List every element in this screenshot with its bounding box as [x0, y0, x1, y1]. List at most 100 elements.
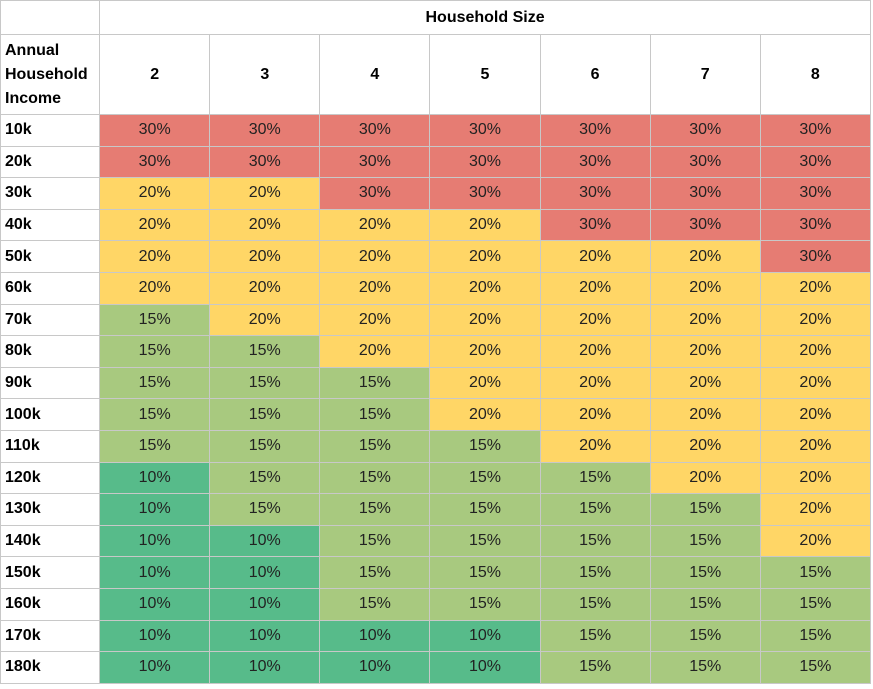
table-row: 10k 30% 30% 30% 30% 30% 30% 30% — [0, 114, 872, 147]
heatmap-cell: 20% — [319, 335, 431, 368]
table-row: 160k 10% 10% 15% 15% 15% 15% 15% — [0, 587, 872, 621]
heatmap-cell: 15% — [429, 587, 541, 621]
heatmap-cell: 15% — [649, 524, 761, 558]
table-row: 150k 10% 10% 15% 15% 15% 15% 15% — [0, 556, 872, 589]
row-header: 10k — [0, 114, 101, 147]
table-row: 120k 10% 15% 15% 15% 15% 20% 20% — [0, 461, 872, 495]
heatmap-cell: 15% — [539, 493, 651, 526]
heatmap-cell: 15% — [209, 461, 321, 495]
row-header: 60k — [0, 271, 101, 305]
heatmap-cell: 20% — [539, 398, 651, 431]
column-header: 6 — [539, 34, 651, 115]
heatmap-cell: 15% — [429, 493, 541, 526]
heatmap-cell: 10% — [99, 587, 211, 621]
heatmap-cell: 20% — [209, 271, 321, 305]
heatmap-cell: 20% — [429, 208, 541, 242]
heatmap-cell: 20% — [429, 303, 541, 337]
table-row: 30k 20% 20% 30% 30% 30% 30% 30% — [0, 177, 872, 210]
heatmap-cell: 20% — [209, 177, 321, 210]
heatmap-cell: 15% — [429, 524, 541, 558]
row-header: 120k — [0, 461, 101, 495]
heatmap-cell: 10% — [99, 619, 211, 653]
heatmap-cell: 20% — [99, 271, 211, 305]
heatmap-cell: 10% — [319, 619, 431, 653]
heatmap-cell: 20% — [649, 429, 761, 463]
heatmap-cell: 30% — [759, 177, 872, 210]
heatmap-cell: 15% — [319, 366, 431, 400]
heatmap-cell: 30% — [209, 114, 321, 147]
heatmap-cell: 20% — [429, 271, 541, 305]
heatmap-cell: 15% — [319, 587, 431, 621]
heatmap-cell: 15% — [429, 461, 541, 495]
heatmap-cell: 30% — [649, 177, 761, 210]
row-header: 130k — [0, 493, 101, 526]
heatmap-cell: 10% — [429, 651, 541, 684]
heatmap-cell: 20% — [539, 303, 651, 337]
heatmap-cell: 10% — [209, 651, 321, 684]
row-header: 140k — [0, 524, 101, 558]
table-row: 40k 20% 20% 20% 20% 30% 30% 30% — [0, 208, 872, 242]
table-row: 100k 15% 15% 15% 20% 20% 20% 20% — [0, 398, 872, 431]
heatmap-cell: 20% — [759, 335, 872, 368]
heatmap-cell: 15% — [209, 493, 321, 526]
heatmap-cell: 30% — [429, 114, 541, 147]
heatmap-cell: 15% — [759, 651, 872, 684]
table-row: 180k 10% 10% 10% 10% 15% 15% 15% — [0, 651, 872, 684]
heatmap-cell: 20% — [319, 303, 431, 337]
heatmap-cell: 20% — [99, 208, 211, 242]
heatmap-cell: 20% — [539, 240, 651, 273]
row-axis-label: Annual Household Income — [0, 34, 101, 115]
heatmap-cell: 20% — [539, 335, 651, 368]
heatmap-cell: 20% — [649, 398, 761, 431]
heatmap-cell: 20% — [539, 429, 651, 463]
table-row: 90k 15% 15% 15% 20% 20% 20% 20% — [0, 366, 872, 400]
heatmap-cell: 15% — [539, 587, 651, 621]
table-row: 110k 15% 15% 15% 15% 20% 20% 20% — [0, 429, 872, 463]
column-group-label: Household Size — [99, 0, 871, 35]
heatmap-cell: 15% — [539, 651, 651, 684]
table-row: 70k 15% 20% 20% 20% 20% 20% 20% — [0, 303, 872, 337]
heatmap-cell: 30% — [99, 145, 211, 179]
heatmap-cell: 20% — [649, 271, 761, 305]
row-header: 180k — [0, 651, 101, 684]
heatmap-cell: 20% — [319, 208, 431, 242]
row-header: 110k — [0, 429, 101, 463]
heatmap-cell: 20% — [209, 303, 321, 337]
heatmap-cell: 20% — [429, 398, 541, 431]
heatmap-cell: 20% — [649, 366, 761, 400]
heatmap-cell: 20% — [759, 461, 872, 495]
heatmap-cell: 20% — [759, 429, 872, 463]
heatmap-cell: 15% — [319, 556, 431, 589]
heatmap-cell: 20% — [99, 240, 211, 273]
row-header: 40k — [0, 208, 101, 242]
heatmap-cell: 30% — [319, 114, 431, 147]
row-header: 160k — [0, 587, 101, 621]
table-row: 130k 10% 15% 15% 15% 15% 15% 20% — [0, 493, 872, 526]
heatmap-cell: 20% — [759, 398, 872, 431]
heatmap-cell: 15% — [649, 651, 761, 684]
heatmap-cell: 30% — [759, 114, 872, 147]
heatmap-cell: 15% — [759, 587, 872, 621]
heatmap-cell: 15% — [649, 493, 761, 526]
heatmap-cell: 10% — [319, 651, 431, 684]
heatmap-cell: 20% — [759, 303, 872, 337]
heatmap-cell: 30% — [759, 240, 872, 273]
heatmap-cell: 15% — [539, 524, 651, 558]
heatmap-cell: 30% — [539, 177, 651, 210]
heatmap-cell: 10% — [99, 524, 211, 558]
heatmap-cell: 15% — [649, 587, 761, 621]
heatmap-cell: 10% — [99, 651, 211, 684]
heatmap-cell: 30% — [539, 114, 651, 147]
heatmap-cell: 30% — [759, 208, 872, 242]
heatmap-cell: 10% — [209, 587, 321, 621]
heatmap-cell: 30% — [649, 145, 761, 179]
column-header: 2 — [99, 34, 211, 115]
heatmap-cell: 20% — [319, 271, 431, 305]
heatmap-cell: 20% — [209, 208, 321, 242]
heatmap-cell: 20% — [429, 366, 541, 400]
heatmap-cell: 30% — [99, 114, 211, 147]
heatmap-cell: 15% — [99, 303, 211, 337]
column-header: 3 — [209, 34, 321, 115]
heatmap-cell: 15% — [539, 556, 651, 589]
